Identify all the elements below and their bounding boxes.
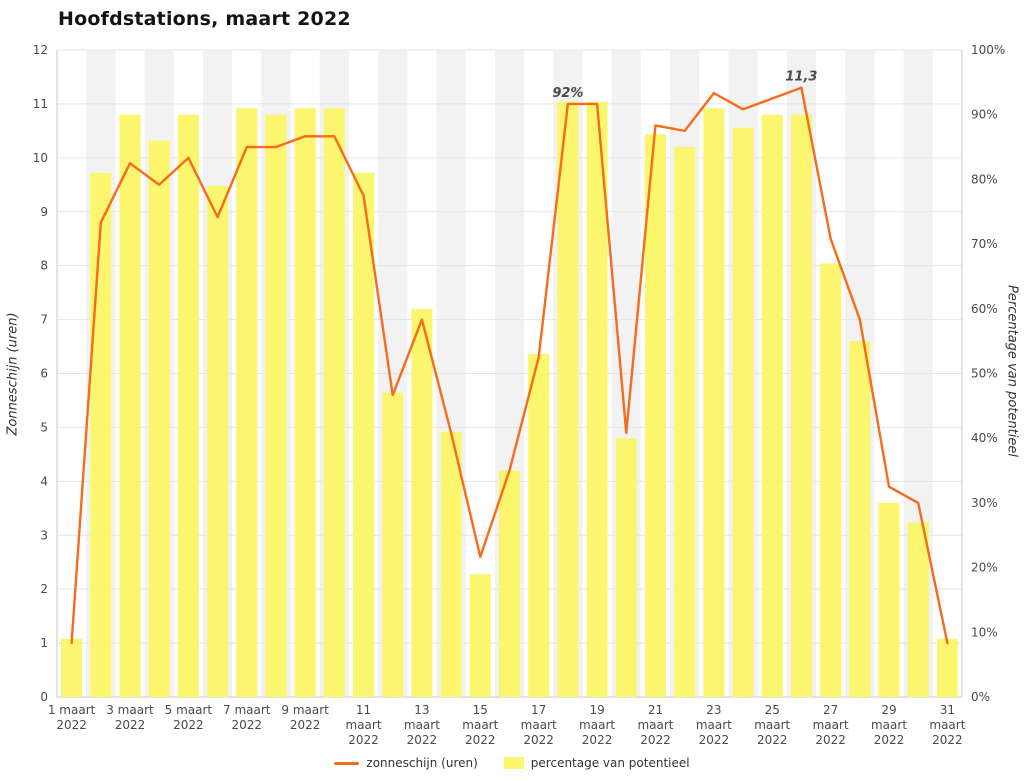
left-axis-tick-label: 1 xyxy=(40,636,48,650)
bar-day-20 xyxy=(615,438,637,697)
bar-day-23 xyxy=(703,108,725,698)
x-axis-tick-label: 17 maart 2022 xyxy=(521,703,557,747)
bar-day-18 xyxy=(557,101,579,697)
chart-title: Hoofdstations, maart 2022 xyxy=(58,8,351,30)
bar-day-28 xyxy=(849,341,871,697)
bar-day-17 xyxy=(528,354,550,697)
bar-day-2 xyxy=(90,172,112,697)
x-axis-tick-label: 3 maart 2022 xyxy=(106,703,154,732)
bar-day-15 xyxy=(469,574,491,697)
bar-day-24 xyxy=(732,127,754,697)
bar-day-22 xyxy=(674,147,696,698)
x-axis-tick-label: 27 maart 2022 xyxy=(813,703,849,747)
legend-item-percentage[interactable]: percentage van potentieel xyxy=(503,756,690,770)
legend-item-sunshine[interactable]: zonneschijn (uren) xyxy=(334,756,478,770)
x-axis-tick-label: 11 maart 2022 xyxy=(346,703,382,747)
bar-day-14 xyxy=(440,431,462,697)
bar-series-swatch xyxy=(503,757,524,769)
x-axis-tick-label: 15 maart 2022 xyxy=(462,703,498,747)
x-axis-tick-label: 25 maart 2022 xyxy=(754,703,790,747)
bar-day-1 xyxy=(61,638,83,697)
bar-day-26 xyxy=(790,114,812,697)
x-axis-tick-label: 29 maart 2022 xyxy=(871,703,907,747)
left-axis-tick-label: 10 xyxy=(33,151,48,165)
legend-label-sunshine: zonneschijn (uren) xyxy=(366,756,478,770)
x-axis-tick-label: 23 maart 2022 xyxy=(696,703,732,747)
annotation-92: 92% xyxy=(552,86,583,101)
right-axis-tick-label: 70% xyxy=(971,237,998,251)
bar-day-3 xyxy=(119,114,141,697)
x-axis-tick-label: 1 maart 2022 xyxy=(48,703,96,732)
x-axis-tick-label: 9 maart 2022 xyxy=(281,703,329,732)
bar-day-4 xyxy=(148,140,170,697)
left-axis-tick-label: 0 xyxy=(40,690,48,704)
left-axis-tick-label: 12 xyxy=(33,43,48,57)
left-axis-tick-label: 9 xyxy=(40,205,48,219)
bar-day-19 xyxy=(586,101,608,697)
bar-day-30 xyxy=(907,522,929,697)
left-axis-tick-label: 8 xyxy=(40,259,48,273)
right-axis-tick-label: 0% xyxy=(971,690,990,704)
bar-day-6 xyxy=(207,185,229,697)
bar-day-11 xyxy=(353,172,375,697)
right-axis-tick-label: 90% xyxy=(971,108,998,122)
x-axis-tick-label: 31 maart 2022 xyxy=(929,703,965,747)
left-axis-tick-label: 7 xyxy=(40,313,48,327)
bar-day-10 xyxy=(323,108,345,698)
bar-day-12 xyxy=(382,392,404,697)
right-axis-tick-label: 30% xyxy=(971,496,998,510)
right-axis-tick-label: 10% xyxy=(971,625,998,639)
x-axis-tick-label: 21 maart 2022 xyxy=(637,703,673,747)
bar-day-9 xyxy=(294,108,316,698)
line-series-swatch xyxy=(334,761,360,765)
bar-day-5 xyxy=(177,114,199,697)
right-axis-tick-label: 20% xyxy=(971,561,998,575)
bar-day-25 xyxy=(761,114,783,697)
chart-legend: zonneschijn (uren) percentage van potent… xyxy=(0,756,1024,770)
x-axis-tick-label: 19 maart 2022 xyxy=(579,703,615,747)
bar-day-29 xyxy=(878,502,900,697)
left-axis-tick-label: 2 xyxy=(40,582,48,596)
bar-day-7 xyxy=(236,108,258,698)
chart-canvas: 01234567891011120%10%20%30%40%50%60%70%8… xyxy=(33,43,1006,747)
bar-day-31 xyxy=(936,638,958,697)
annotation-113: 11,3 xyxy=(785,70,817,85)
right-axis-tick-label: 60% xyxy=(971,302,998,316)
left-axis-tick-label: 5 xyxy=(40,420,48,434)
left-axis-tick-label: 11 xyxy=(33,97,48,111)
bar-day-8 xyxy=(265,114,287,697)
x-axis-tick-label: 7 maart 2022 xyxy=(223,703,271,732)
bar-day-13 xyxy=(411,308,433,697)
left-axis-tick-label: 3 xyxy=(40,528,48,542)
right-axis-tick-label: 80% xyxy=(971,172,998,186)
left-axis-tick-label: 4 xyxy=(40,474,48,488)
left-axis-tick-label: 6 xyxy=(40,367,48,381)
bar-day-27 xyxy=(820,263,842,697)
x-axis-tick-label: 13 maart 2022 xyxy=(404,703,440,747)
right-axis-tick-label: 100% xyxy=(971,43,1005,57)
legend-label-percentage: percentage van potentieel xyxy=(530,756,690,770)
right-axis-tick-label: 40% xyxy=(971,431,998,445)
bar-day-16 xyxy=(498,470,521,697)
x-axis-tick-label: 5 maart 2022 xyxy=(165,703,213,732)
sunshine-line xyxy=(70,86,949,645)
right-axis-tick-label: 50% xyxy=(971,367,998,381)
bar-day-21 xyxy=(644,134,666,698)
